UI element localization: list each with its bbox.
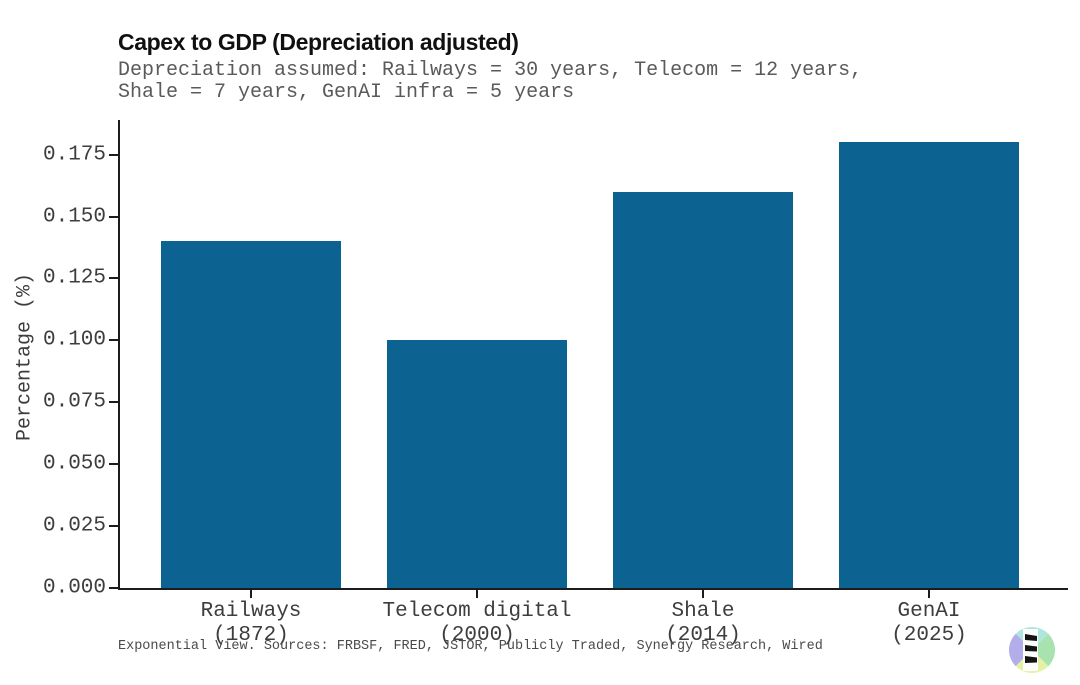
bar: [160, 241, 342, 588]
y-tick-label: 0.075: [42, 390, 106, 414]
bars-region: Railways (1872) Telecom digital (2000) Sha…: [138, 120, 1042, 647]
x-tick-mark: [702, 590, 704, 598]
y-tick-mark: [109, 463, 118, 466]
y-tick-mark: [109, 153, 118, 156]
logo-segment-right: [1032, 627, 1055, 673]
y-tick-label: 0.000: [42, 576, 106, 600]
subtitle-line-1: Depreciation assumed: Railways = 30 year…: [118, 59, 863, 82]
y-tick-label: 0.150: [42, 205, 106, 229]
chart-title: Capex to GDP (Depreciation adjusted): [118, 29, 519, 55]
source-note: Exponential View. Sources: FRBSF, FRED, …: [118, 639, 823, 654]
chart-subtitle: Depreciation assumed: Railways = 30 year…: [118, 60, 862, 103]
x-tick-label: Shale (2014): [665, 600, 741, 647]
plot-area: 0.000 0.025 0.050 0.075 0.100 0.125 0.150 0.175…: [43, 120, 1068, 647]
bar: [386, 340, 568, 588]
y-axis-label: Percentage (%): [13, 272, 37, 442]
x-tick-label: Railways (1872): [200, 600, 302, 647]
bar-slot: GenAI (2025): [816, 120, 1042, 647]
bar: [612, 191, 794, 588]
y-tick-label: 0.175: [42, 143, 106, 167]
x-tick-mark: [250, 590, 252, 598]
exponential-view-logo: [1009, 627, 1055, 673]
logo-glyph-bar-bottom: [1025, 656, 1037, 663]
logo-segment-left: [1009, 627, 1032, 673]
x-tick-mark: [476, 590, 478, 598]
y-tick-mark: [109, 587, 118, 589]
y-tick-label: 0.125: [42, 266, 106, 290]
logo-glyph-bar-top: [1025, 634, 1037, 641]
y-tick-label: 0.100: [42, 328, 106, 352]
y-tick-mark: [109, 525, 118, 528]
x-tick-label: GenAI (2025): [891, 600, 967, 647]
y-tick-label: 0.050: [42, 452, 106, 476]
x-tick-mark: [928, 590, 930, 598]
y-tick-mark: [109, 215, 118, 218]
bar-slot: Telecom digital (2000): [364, 120, 590, 647]
y-tick-label: 0.025: [42, 514, 106, 538]
bar-slot: Shale (2014): [590, 120, 816, 647]
x-tick-label: Telecom digital (2000): [382, 600, 572, 647]
logo-glyph-bar-middle: [1025, 645, 1037, 652]
bar: [838, 142, 1020, 588]
bar-slot: Railways (1872): [138, 120, 364, 647]
y-tick-mark: [109, 401, 118, 404]
subtitle-line-2: Shale = 7 years, GenAI infra = 5 years: [118, 80, 575, 104]
y-tick-mark: [109, 277, 118, 280]
y-tick-mark: [109, 339, 118, 342]
